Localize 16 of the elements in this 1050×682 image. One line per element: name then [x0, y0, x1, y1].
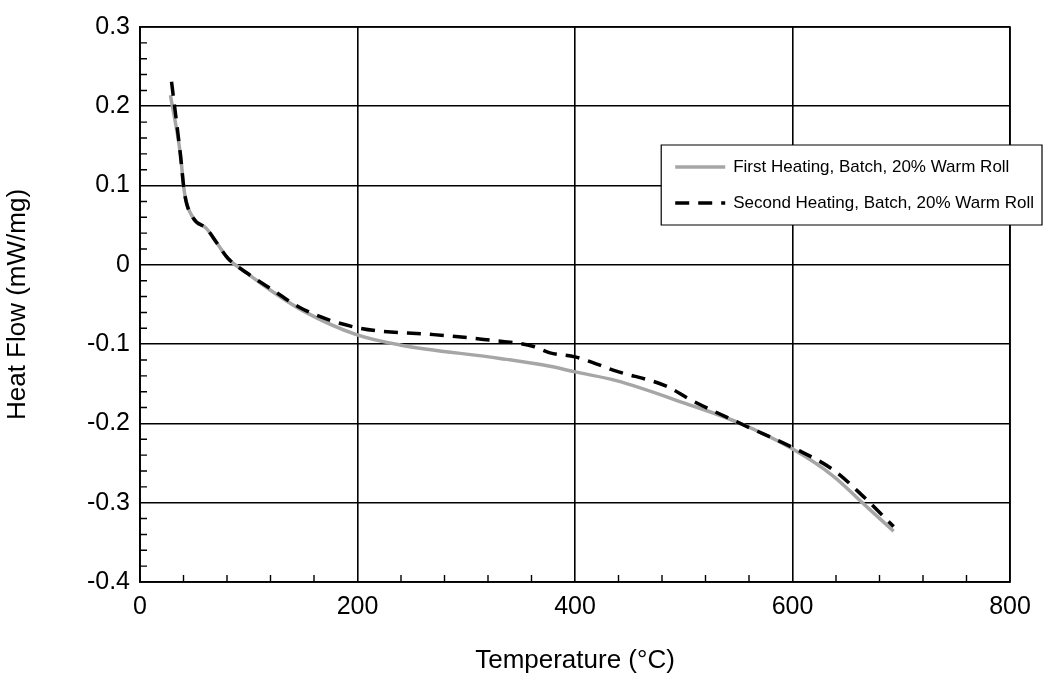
- y-tick-label: 0.3: [95, 10, 130, 39]
- y-tick-label: -0.1: [86, 328, 130, 357]
- y-tick-label: 0.2: [95, 90, 130, 119]
- x-tick-label: 400: [554, 590, 596, 619]
- y-tick-label: -0.3: [86, 486, 130, 515]
- x-tick-label: 600: [771, 590, 814, 619]
- legend-label: First Heating, Batch, 20% Warm Roll: [733, 156, 1010, 176]
- legend-label: Second Heating, Batch, 20% Warm Roll: [733, 192, 1035, 212]
- x-tick-label: 200: [336, 590, 379, 619]
- y-axis-title: Heat Flow (mW/mg): [0, 188, 31, 421]
- y-tick-label: 0.1: [95, 169, 130, 198]
- y-tick-label: 0: [116, 248, 130, 277]
- y-tick-label: -0.2: [86, 407, 130, 436]
- x-tick-label: 800: [989, 590, 1031, 619]
- x-axis-title: Temperature (°C): [475, 643, 675, 674]
- y-tick-label: -0.4: [86, 565, 131, 594]
